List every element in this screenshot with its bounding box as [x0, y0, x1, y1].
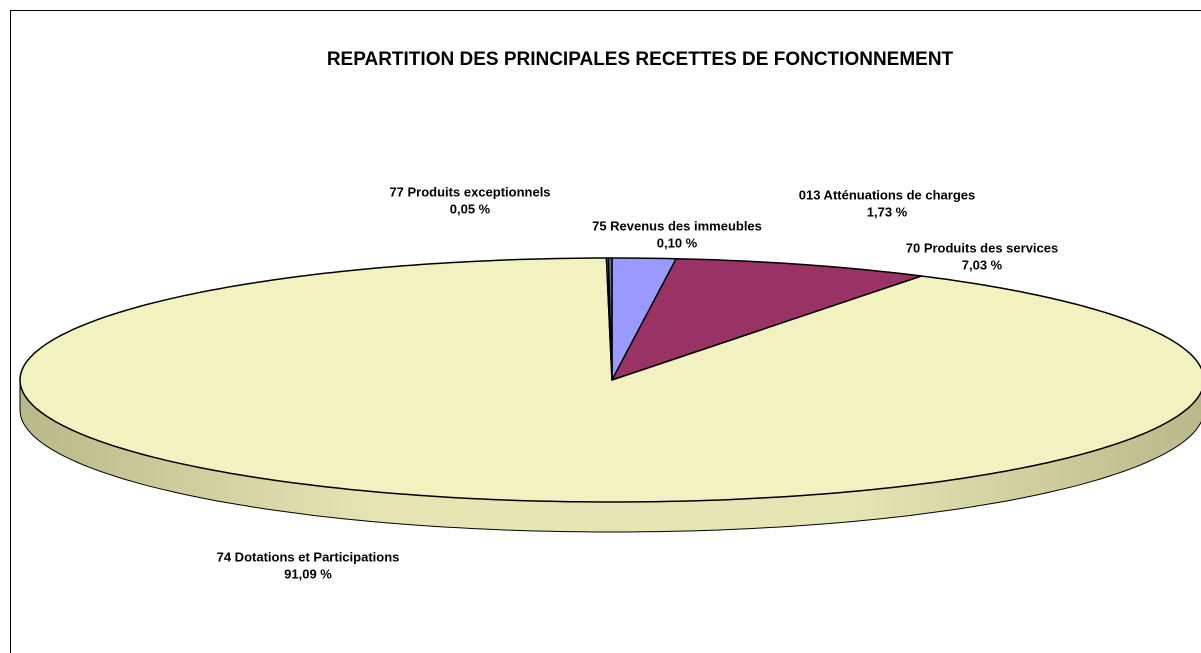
slice-label: 013 Atténuations de charges: [799, 187, 976, 202]
chart-title: REPARTITION DES PRINCIPALES RECETTES DE …: [327, 49, 954, 70]
slice: [607, 257, 613, 381]
slice-value-label: 1,73 %: [867, 204, 908, 219]
slice-value-label: 91,09 %: [284, 566, 332, 581]
slice-value-label: 0,10 %: [657, 235, 698, 250]
slice-label: 77 Produits exceptionnels: [389, 184, 550, 199]
slice-label: 75 Revenus des immeubles: [592, 218, 762, 233]
slice-label: 70 Produits des services: [906, 240, 1058, 255]
slice: [611, 257, 923, 381]
slice: [19, 257, 1201, 503]
slice-label: 74 Dotations et Participations: [217, 549, 400, 564]
slice-value-label: 0,05 %: [450, 201, 491, 216]
slice-value-label: 7,03 %: [962, 257, 1003, 272]
